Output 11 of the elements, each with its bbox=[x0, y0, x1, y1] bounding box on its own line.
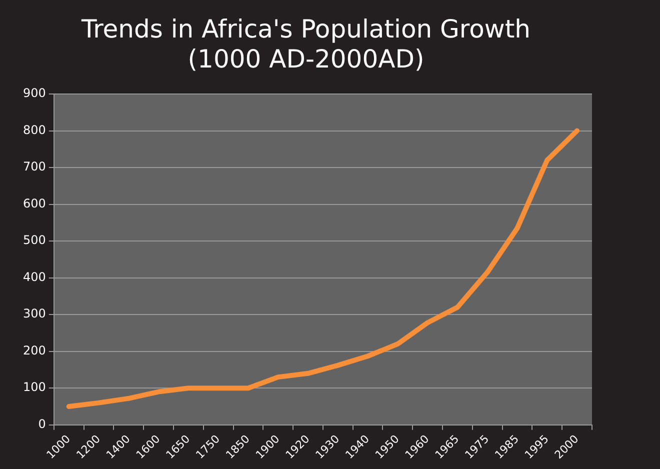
y-tick-label: 800 bbox=[23, 122, 46, 137]
y-tick-label: 300 bbox=[23, 306, 46, 321]
y-tick-label: 400 bbox=[23, 270, 46, 284]
y-tick-label: 700 bbox=[23, 160, 46, 174]
y-tick-label: 200 bbox=[23, 343, 46, 358]
y-tick-label: 500 bbox=[23, 233, 46, 248]
chart-title: Trends in Africa's Population Growth (1000 AD-2000AD) bbox=[80, 14, 531, 74]
y-tick-label: 600 bbox=[23, 196, 46, 210]
y-tick-label: 100 bbox=[23, 380, 46, 394]
y-tick-label: 0 bbox=[38, 416, 46, 431]
y-tick-label: 900 bbox=[23, 86, 46, 100]
